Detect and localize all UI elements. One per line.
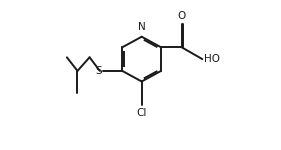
Text: O: O <box>178 11 186 21</box>
Text: S: S <box>96 66 102 76</box>
Text: Cl: Cl <box>137 108 147 118</box>
Text: HO: HO <box>204 54 220 64</box>
Text: N: N <box>138 22 146 32</box>
